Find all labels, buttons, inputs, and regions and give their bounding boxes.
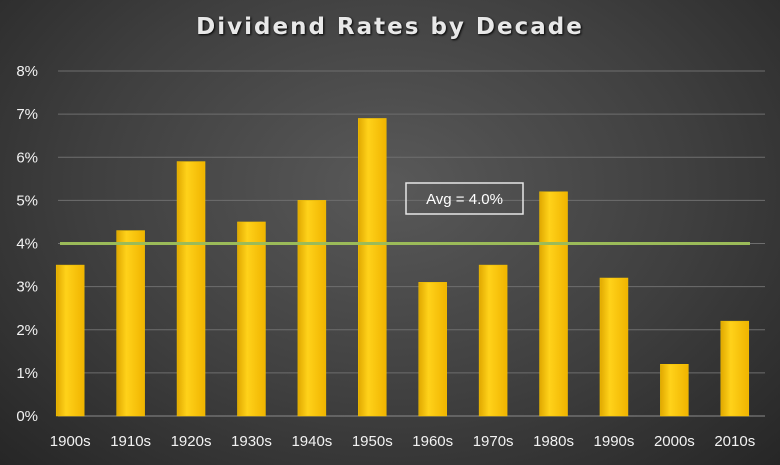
x-tick-label: 1980s <box>533 433 574 450</box>
bar <box>478 264 508 417</box>
bar <box>539 191 568 417</box>
x-tick-label: 2000s <box>654 433 695 450</box>
bar <box>55 264 85 417</box>
x-tick-label: 1920s <box>171 433 212 450</box>
chart-title: Dividend Rates by Decade <box>196 14 584 40</box>
bar <box>358 118 387 417</box>
x-tick-label: 1910s <box>110 433 151 450</box>
bar <box>418 282 447 417</box>
y-tick-label: 3% <box>16 279 38 296</box>
x-tick-label: 1990s <box>594 433 635 450</box>
y-tick-label: 2% <box>16 322 38 339</box>
average-label: Avg = 4.0% <box>426 191 503 208</box>
bar <box>660 364 689 417</box>
y-tick-label: 7% <box>16 106 38 123</box>
bar <box>720 320 750 417</box>
bar <box>176 161 206 417</box>
bar <box>116 230 145 417</box>
y-tick-label: 6% <box>16 149 38 166</box>
x-tick-label: 1940s <box>291 433 332 450</box>
y-tick-label: 4% <box>16 236 38 253</box>
bar <box>599 277 629 417</box>
x-tick-label: 1950s <box>352 433 393 450</box>
y-tick-label: 8% <box>16 63 38 80</box>
bar <box>297 200 327 417</box>
x-tick-label: 1960s <box>412 433 453 450</box>
x-tick-label: 1900s <box>50 433 91 450</box>
bar <box>237 221 266 417</box>
average-label-box <box>405 182 524 215</box>
x-tick-label: 2010s <box>714 433 755 450</box>
y-tick-label: 0% <box>16 408 38 425</box>
y-tick-label: 1% <box>16 365 38 382</box>
y-tick-label: 5% <box>16 192 38 209</box>
x-tick-label: 1930s <box>231 433 272 450</box>
x-tick-label: 1970s <box>473 433 514 450</box>
